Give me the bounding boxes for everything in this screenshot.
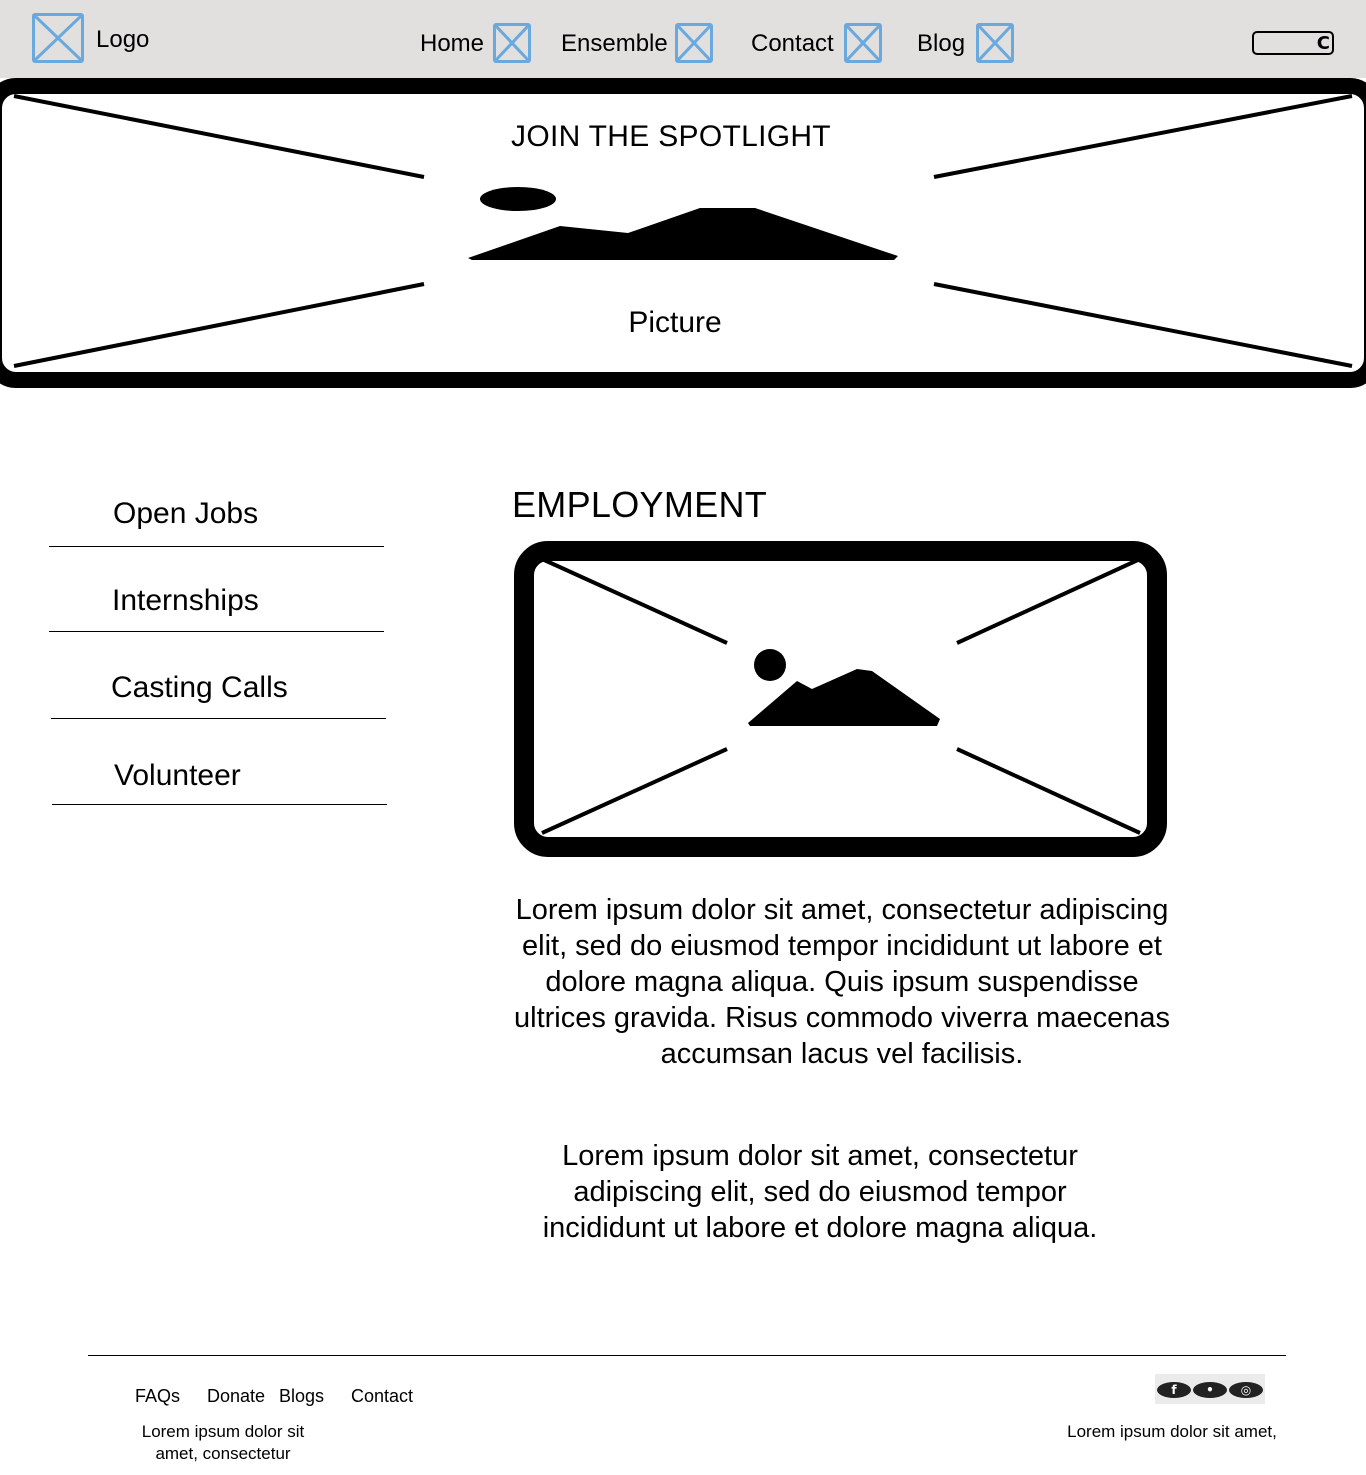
nav-home[interactable]: Home [420, 30, 485, 57]
nav-ensemble[interactable]: Ensemble [561, 30, 668, 57]
instagram-icon[interactable]: ◎ [1229, 1382, 1263, 1398]
hero-banner-image: JOIN THE SPOTLIGHT Picture [0, 78, 1366, 390]
mountain-image-icon [748, 649, 940, 726]
sidebar-divider [52, 804, 387, 805]
hero-placeholder-frame [0, 78, 1366, 388]
logo-placeholder-icon[interactable] [32, 13, 84, 63]
search-icon[interactable]: 𝗖 [1316, 33, 1330, 53]
search-input[interactable]: 𝗖 [1252, 31, 1334, 55]
sidebar-divider [51, 718, 386, 719]
body-paragraph: Lorem ipsum dolor sit amet, consectetur … [542, 1140, 1098, 1244]
page-title: EMPLOYMENT [512, 484, 768, 525]
body-paragraph: Lorem ipsum dolor sit amet, consectetur … [514, 894, 1170, 1070]
footer-link-blogs[interactable]: Blogs [279, 1386, 325, 1406]
nav-blog[interactable]: Blog [917, 30, 966, 57]
top-header: Logo Home Ensemble Contact Blog 𝗖 [0, 0, 1366, 78]
footer-link-contact[interactable]: Contact [351, 1386, 414, 1406]
nav-contact-placeholder-icon[interactable] [844, 23, 882, 63]
footer-link-faqs[interactable]: FAQs [135, 1386, 181, 1406]
sidebar-item-volunteer[interactable]: Volunteer [114, 759, 241, 792]
footer-divider [88, 1355, 1286, 1356]
facebook-icon[interactable]: f [1157, 1382, 1191, 1398]
footer-right-text: Lorem ipsum dolor sit amet, [1067, 1422, 1277, 1441]
logo-label[interactable]: Logo [96, 26, 150, 53]
nav-ensemble-placeholder-icon[interactable] [675, 23, 713, 63]
mountain-image-icon [468, 187, 898, 260]
nav-home-placeholder-icon[interactable] [493, 23, 531, 63]
social-links: f • ◎ [1155, 1374, 1265, 1404]
hero-caption: Picture [628, 306, 722, 339]
footer-left-text: Lorem ipsum dolor sit amet, consectetur [141, 1422, 305, 1463]
employment-image-placeholder [514, 541, 1167, 857]
footer-link-donate[interactable]: Donate [207, 1386, 266, 1406]
sidebar-divider [49, 631, 384, 632]
twitter-icon[interactable]: • [1193, 1382, 1227, 1398]
sidebar-item-casting-calls[interactable]: Casting Calls [111, 671, 288, 704]
nav-contact[interactable]: Contact [751, 30, 834, 57]
hero-title: JOIN THE SPOTLIGHT [511, 120, 831, 153]
nav-blog-placeholder-icon[interactable] [976, 23, 1014, 63]
sidebar-item-open-jobs[interactable]: Open Jobs [113, 497, 259, 530]
sidebar-item-internships[interactable]: Internships [112, 584, 259, 617]
sidebar-divider [49, 546, 384, 547]
